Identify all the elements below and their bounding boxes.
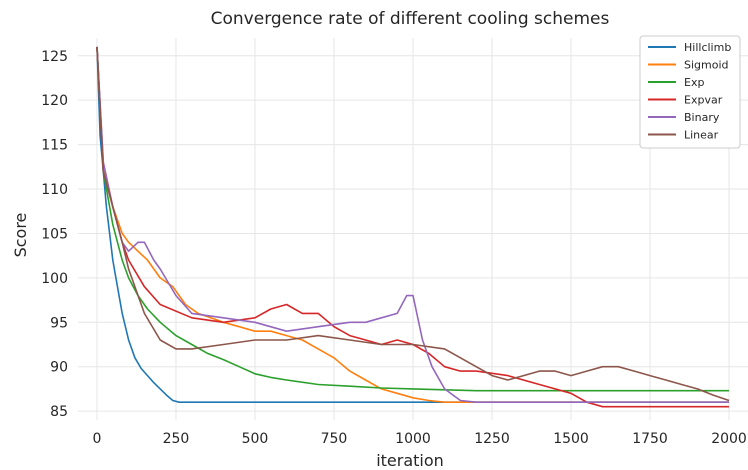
x-tick-labels: 0 250 500 750 1000 1250 1500 1750 2000 bbox=[93, 431, 747, 447]
legend-label: Sigmoid bbox=[684, 59, 729, 72]
y-tick-label: 110 bbox=[41, 182, 68, 198]
grid bbox=[78, 38, 748, 420]
y-tick-label: 100 bbox=[41, 271, 68, 287]
series-line-sigmoid bbox=[96, 46, 729, 404]
y-tick-label: 115 bbox=[41, 138, 68, 154]
y-tick-label: 85 bbox=[50, 404, 68, 420]
legend-label: Hillclimb bbox=[684, 41, 731, 54]
series-line-expvar bbox=[96, 46, 729, 408]
series-line-linear bbox=[96, 46, 730, 402]
x-tick-label: 500 bbox=[242, 431, 269, 447]
x-tick-label: 250 bbox=[163, 431, 190, 447]
y-tick-label: 105 bbox=[41, 226, 68, 242]
y-tick-label: 90 bbox=[50, 360, 68, 376]
legend: Hillclimb Sigmoid Exp Expvar Binary Linear bbox=[639, 35, 741, 149]
series-lines bbox=[96, 46, 730, 408]
y-tick-labels: 85 90 95 100 105 110 115 120 125 bbox=[41, 49, 68, 420]
y-tick-label: 95 bbox=[50, 315, 68, 331]
y-tick-label: 120 bbox=[41, 93, 68, 109]
legend-label: Binary bbox=[684, 111, 720, 124]
x-tick-label: 1000 bbox=[395, 431, 431, 447]
x-tick-label: 1250 bbox=[474, 431, 510, 447]
y-tick-label: 125 bbox=[41, 49, 68, 65]
x-tick-label: 1750 bbox=[632, 431, 668, 447]
x-tick-label: 750 bbox=[321, 431, 348, 447]
x-axis-label: iteration bbox=[376, 451, 444, 470]
series-line-binary bbox=[96, 46, 729, 404]
series-line-exp bbox=[96, 46, 729, 392]
legend-label: Linear bbox=[684, 129, 719, 142]
legend-label: Expvar bbox=[684, 94, 723, 107]
x-tick-label: 1500 bbox=[553, 431, 589, 447]
y-axis-label: Score bbox=[11, 213, 30, 258]
chart-title: Convergence rate of different cooling sc… bbox=[211, 9, 610, 29]
series-line-hillclimb bbox=[96, 46, 729, 404]
legend-label: Exp bbox=[684, 76, 704, 89]
x-tick-label: 2000 bbox=[711, 431, 747, 447]
x-tick-label: 0 bbox=[93, 431, 102, 447]
